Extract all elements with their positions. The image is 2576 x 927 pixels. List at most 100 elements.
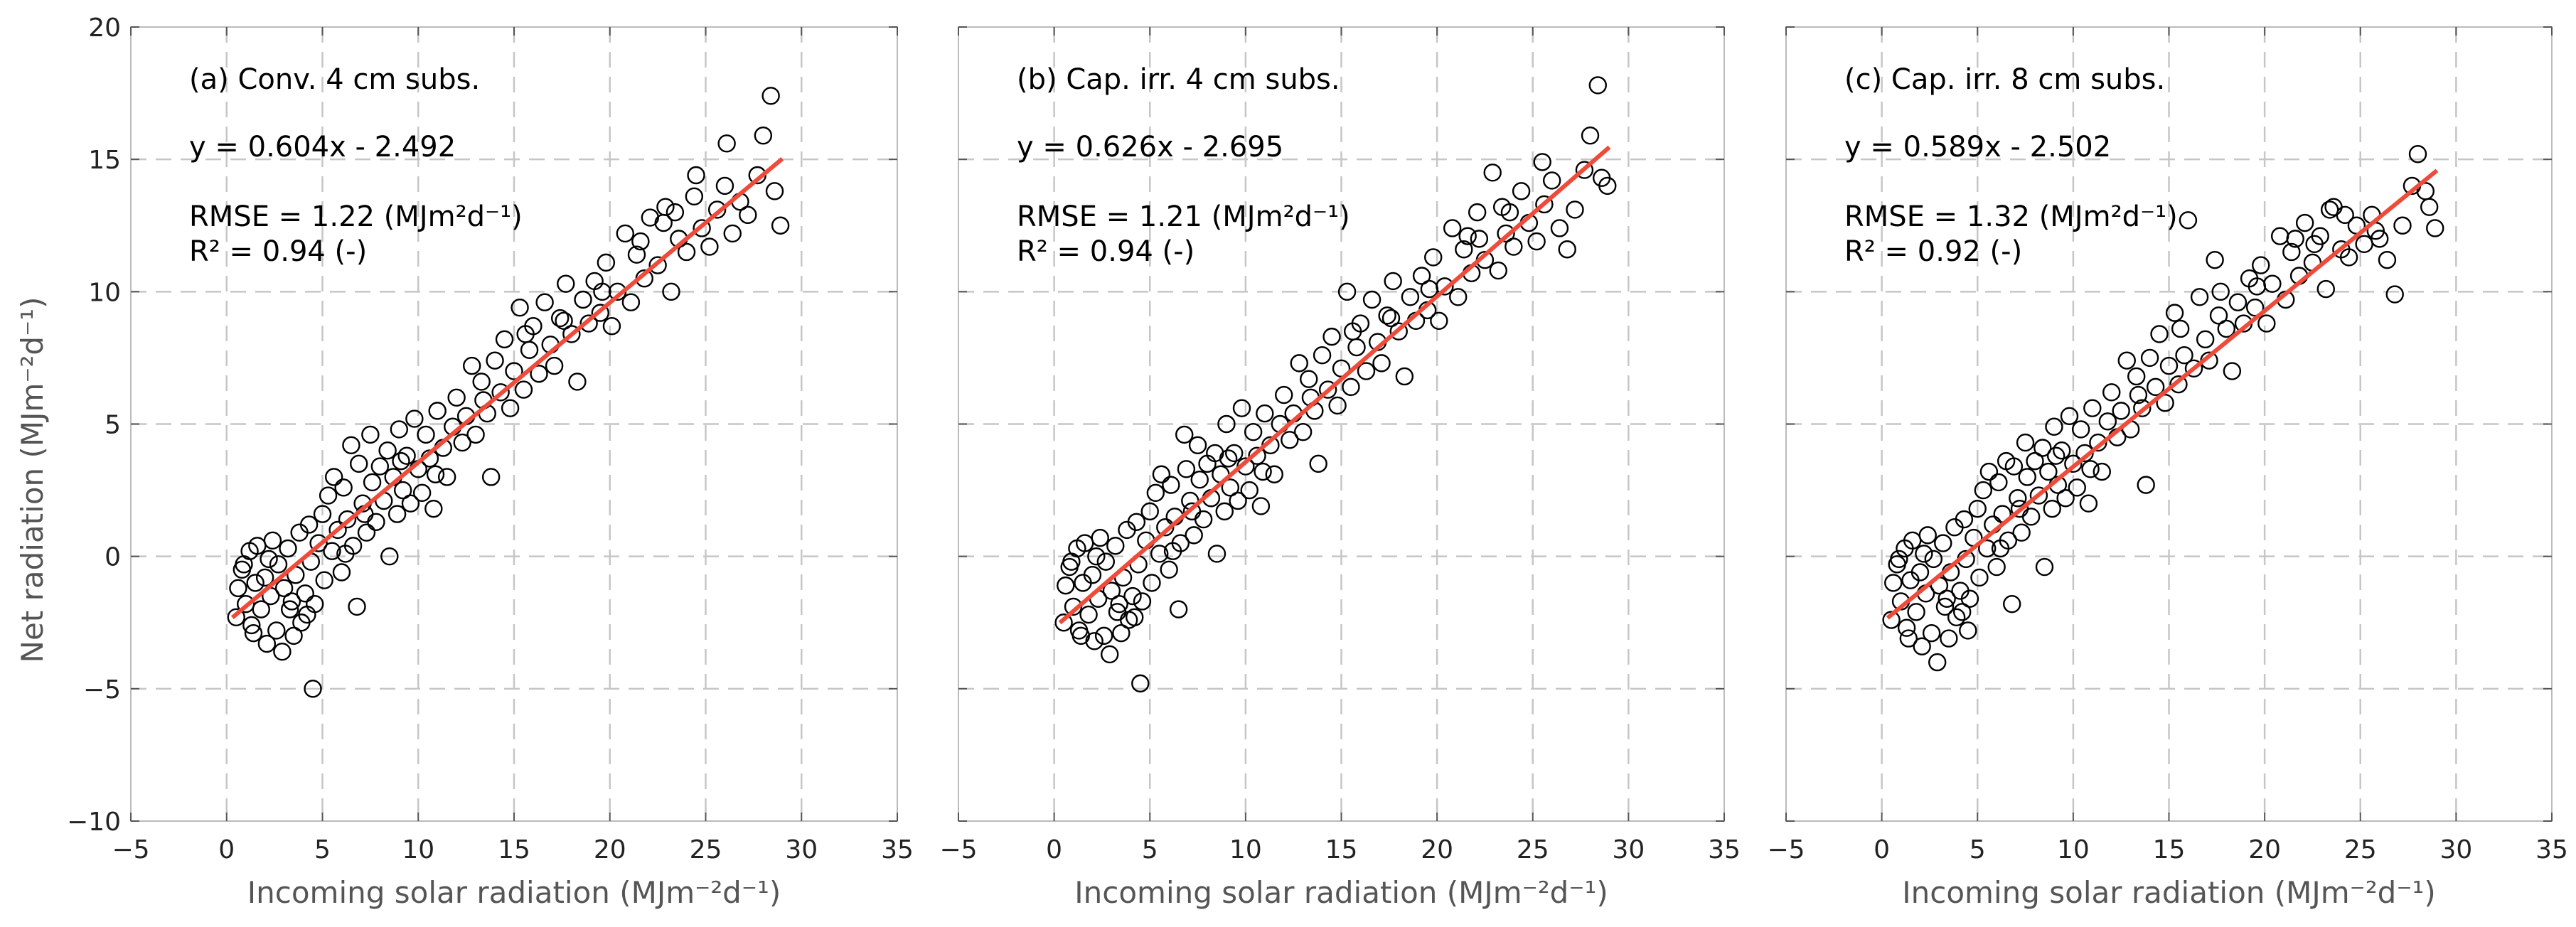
scatter-points bbox=[1882, 145, 2444, 672]
data-point bbox=[2146, 377, 2165, 397]
data-point bbox=[1384, 272, 1402, 291]
data-point bbox=[2046, 446, 2065, 465]
data-point bbox=[568, 373, 587, 391]
data-point bbox=[296, 584, 314, 603]
regression-line bbox=[1058, 145, 1611, 625]
data-point bbox=[1347, 338, 1366, 357]
axis-ticks: −5 0 5 10 15 20 25 30 35 bbox=[1767, 26, 2568, 864]
data-point bbox=[2211, 282, 2230, 301]
data-point bbox=[2102, 383, 2121, 402]
data-point bbox=[417, 425, 435, 444]
data-point bbox=[2010, 499, 2029, 518]
data-point bbox=[2223, 362, 2242, 380]
data-point bbox=[2060, 407, 2079, 426]
data-point bbox=[1947, 608, 1966, 627]
data-point bbox=[1924, 550, 1943, 569]
regression-equation: y = 0.604x - 2.492 bbox=[189, 131, 456, 164]
data-point bbox=[2393, 216, 2412, 235]
data-point bbox=[2098, 412, 2117, 431]
data-point bbox=[1106, 537, 1125, 555]
data-point bbox=[2140, 348, 2159, 368]
regression-equation: y = 0.589x - 2.502 bbox=[1844, 131, 2111, 164]
data-point bbox=[1071, 626, 1091, 645]
data-point bbox=[495, 330, 514, 349]
data-point bbox=[2009, 489, 2027, 508]
x-tick-label: 15 bbox=[498, 835, 530, 864]
y-tick-label: 5 bbox=[105, 411, 121, 440]
data-point bbox=[2029, 486, 2048, 505]
data-point bbox=[1190, 470, 1209, 489]
data-point bbox=[631, 232, 650, 251]
panel-c: −5 0 5 10 15 20 25 30 35 (c) Cap. irr. 8 cm subs… bbox=[1767, 26, 2568, 910]
data-point bbox=[1890, 550, 1908, 569]
data-point bbox=[1309, 454, 1327, 473]
data-point bbox=[1389, 322, 1408, 341]
data-point bbox=[2089, 433, 2107, 452]
data-point bbox=[388, 505, 407, 523]
data-point bbox=[2127, 367, 2146, 386]
data-point bbox=[1401, 288, 1420, 306]
data-point bbox=[242, 616, 261, 635]
data-point bbox=[501, 399, 520, 417]
data-point bbox=[269, 555, 288, 574]
x-tick-label: 30 bbox=[785, 835, 818, 864]
y-axis-label: Net radiation (MJm⁻²d⁻¹) bbox=[15, 297, 50, 663]
x-tick-label: 35 bbox=[881, 835, 914, 864]
data-point bbox=[1978, 539, 1997, 558]
data-point bbox=[405, 409, 424, 428]
data-point bbox=[1152, 465, 1171, 483]
data-point bbox=[1244, 422, 1263, 441]
data-point bbox=[1381, 309, 1401, 328]
data-point bbox=[602, 317, 621, 336]
data-point bbox=[765, 182, 784, 200]
data-point bbox=[2012, 523, 2031, 542]
data-point bbox=[1185, 526, 1203, 545]
data-point bbox=[562, 325, 581, 343]
data-point bbox=[1343, 322, 1362, 341]
data-point bbox=[1357, 362, 1376, 380]
data-point bbox=[1430, 311, 1448, 330]
data-point bbox=[1110, 594, 1128, 613]
data-point bbox=[2159, 356, 2179, 375]
data-point bbox=[511, 298, 529, 317]
data-point bbox=[463, 356, 481, 375]
data-point bbox=[1987, 557, 2006, 577]
data-point bbox=[687, 166, 705, 185]
x-tick-label: 25 bbox=[1517, 835, 1549, 864]
data-point bbox=[2355, 235, 2373, 254]
data-point bbox=[1293, 422, 1313, 441]
data-point bbox=[235, 555, 253, 574]
data-point bbox=[1198, 454, 1217, 473]
data-point bbox=[2420, 198, 2439, 216]
data-point bbox=[273, 643, 292, 661]
data-point bbox=[1062, 552, 1081, 571]
data-point bbox=[1313, 345, 1332, 365]
data-point bbox=[2137, 476, 2155, 494]
data-point bbox=[1215, 502, 1234, 521]
data-point bbox=[2004, 457, 2024, 476]
data-point bbox=[1281, 431, 1299, 449]
grid-lines bbox=[131, 27, 897, 821]
data-point bbox=[306, 594, 324, 613]
data-point bbox=[229, 579, 247, 598]
data-point bbox=[304, 680, 322, 698]
data-point bbox=[447, 388, 466, 407]
data-point bbox=[677, 242, 696, 262]
data-point bbox=[516, 325, 535, 343]
data-point bbox=[739, 205, 757, 225]
data-point bbox=[1550, 219, 1569, 237]
data-point bbox=[761, 87, 780, 105]
data-point bbox=[1566, 200, 1584, 219]
data-point bbox=[2083, 399, 2102, 417]
data-point bbox=[2112, 402, 2130, 420]
data-point bbox=[279, 539, 297, 558]
x-tick-label: 0 bbox=[1046, 835, 1062, 864]
data-point bbox=[1219, 449, 1238, 468]
x-tick-label: 10 bbox=[402, 835, 434, 864]
data-point bbox=[1512, 182, 1531, 200]
data-point bbox=[1126, 608, 1144, 627]
data-point bbox=[654, 213, 673, 232]
data-point bbox=[1372, 354, 1391, 373]
